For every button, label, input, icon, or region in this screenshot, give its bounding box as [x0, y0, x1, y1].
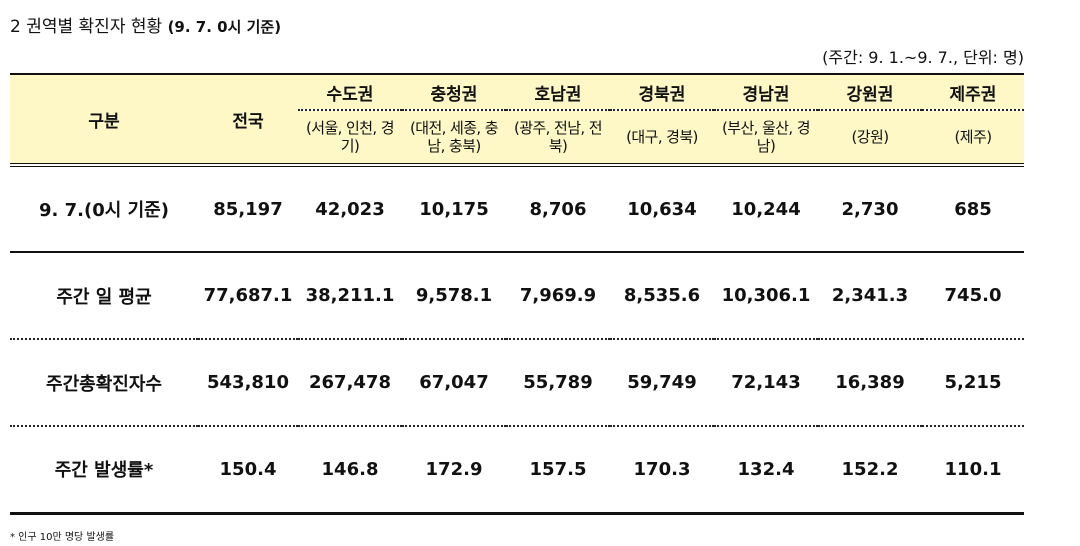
- cell-value: 543,810: [198, 339, 298, 427]
- row-label: 주간 일 평균: [10, 252, 198, 340]
- header-region-name: 수도권: [298, 74, 402, 111]
- cell-value: 2,730: [818, 165, 922, 253]
- header-region-name: 호남권: [506, 74, 610, 111]
- cell-value: 146.8: [298, 426, 402, 515]
- cell-value: 10,306.1: [714, 252, 818, 340]
- cell-value: 72,143: [714, 339, 818, 427]
- cell-value: 685: [922, 165, 1024, 253]
- header-region-detail: (제주): [922, 110, 1024, 167]
- header-region-name: 경남권: [714, 74, 818, 111]
- cell-value: 152.2: [818, 426, 922, 515]
- header-national: 전국: [198, 74, 298, 167]
- header-region-name: 경북권: [610, 74, 714, 111]
- cell-value: 67,047: [402, 339, 506, 427]
- footnote: * 인구 10만 명당 발생률: [10, 532, 115, 543]
- cell-value: 9,578.1: [402, 252, 506, 340]
- header-region-name: 충청권: [402, 74, 506, 111]
- cell-value: 745.0: [922, 252, 1024, 340]
- cell-value: 7,969.9: [506, 252, 610, 340]
- unit-note: (주간: 9. 1.~9. 7., 단위: 명): [822, 48, 1024, 67]
- document-title: 2 권역별 확진자 현황 (9. 7. 0시 기준): [10, 12, 281, 37]
- header-region-detail: (대구, 경북): [610, 110, 714, 167]
- cell-value: 8,706: [506, 165, 610, 253]
- table-row: 주간 일 평균 77,687.1 38,211.1 9,578.1 7,969.…: [10, 252, 1024, 340]
- cell-value: 110.1: [922, 426, 1024, 515]
- header-region-detail: (강원): [818, 110, 922, 167]
- cell-value: 55,789: [506, 339, 610, 427]
- cell-value: 150.4: [198, 426, 298, 515]
- cell-value: 10,634: [610, 165, 714, 253]
- header-region-detail: (부산, 울산, 경남): [714, 110, 818, 167]
- cell-value: 10,244: [714, 165, 818, 253]
- cell-value: 16,389: [818, 339, 922, 427]
- header-region-detail: (광주, 전남, 전북): [506, 110, 610, 167]
- cell-value: 38,211.1: [298, 252, 402, 340]
- table-row: 9. 7.(0시 기준) 85,197 42,023 10,175 8,706 …: [10, 165, 1024, 253]
- cell-value: 132.4: [714, 426, 818, 515]
- title-text: 2 권역별 확진자 현황: [10, 17, 163, 37]
- header-region-name: 제주권: [922, 74, 1024, 111]
- cell-value: 267,478: [298, 339, 402, 427]
- row-label: 9. 7.(0시 기준): [10, 165, 198, 253]
- cell-value: 59,749: [610, 339, 714, 427]
- table-row: 주간 발생률* 150.4 146.8 172.9 157.5 170.3 13…: [10, 426, 1024, 515]
- header-category: 구분: [10, 74, 198, 167]
- cell-value: 85,197: [198, 165, 298, 253]
- cell-value: 77,687.1: [198, 252, 298, 340]
- header-region-name: 강원권: [818, 74, 922, 111]
- cell-value: 2,341.3: [818, 252, 922, 340]
- cell-value: 157.5: [506, 426, 610, 515]
- regional-cases-table: 구분 전국 수도권 충청권 호남권 경북권 경남권 강원권 제주권 (서울, 인…: [10, 73, 1024, 515]
- cell-value: 42,023: [298, 165, 402, 253]
- cell-value: 172.9: [402, 426, 506, 515]
- cell-value: 8,535.6: [610, 252, 714, 340]
- row-label: 주간총확진자수: [10, 339, 198, 427]
- header-region-detail: (대전, 세종, 충남, 충북): [402, 110, 506, 167]
- header-region-detail: (서울, 인천, 경기): [298, 110, 402, 167]
- row-label: 주간 발생률*: [10, 426, 198, 515]
- cell-value: 10,175: [402, 165, 506, 253]
- cell-value: 170.3: [610, 426, 714, 515]
- cell-value: 5,215: [922, 339, 1024, 427]
- table-row: 주간총확진자수 543,810 267,478 67,047 55,789 59…: [10, 339, 1024, 427]
- title-basis: (9. 7. 0시 기준): [167, 18, 282, 36]
